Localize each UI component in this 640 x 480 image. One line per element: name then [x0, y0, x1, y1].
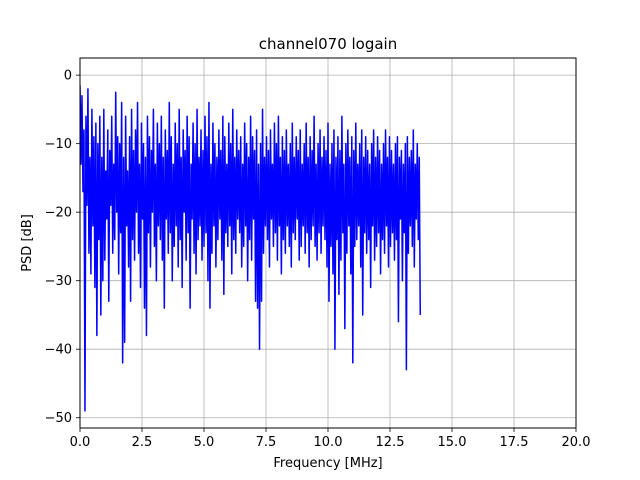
x-axis-title: Frequency [MHz] [273, 456, 382, 471]
y-tick-label: −30 [45, 274, 72, 289]
y-axis-title: PSD [dB] [20, 214, 35, 272]
series-line [80, 85, 422, 412]
y-tick-label: 0 [64, 69, 72, 84]
x-tick-label: 17.5 [500, 435, 529, 450]
x-tick-label: 15.0 [438, 435, 467, 450]
x-tick-label: 0.0 [70, 435, 91, 450]
plot-area [80, 85, 422, 412]
x-tick-label: 5.0 [194, 435, 215, 450]
y-tick-label: −10 [45, 137, 72, 152]
x-tick-label: 20.0 [562, 435, 591, 450]
x-axis: 0.0 2.5 5.0 7.5 10.0 12.5 15.0 17.5 20.0 [70, 428, 591, 450]
y-tick-label: −50 [45, 411, 72, 426]
x-tick-label: 2.5 [132, 435, 153, 450]
x-tick-label: 7.5 [256, 435, 277, 450]
y-tick-label: −40 [45, 343, 72, 358]
x-tick-label: 12.5 [376, 435, 405, 450]
chart-title: channel070 logain [259, 35, 398, 53]
y-axis: 0 −10 −20 −30 −40 −50 [45, 69, 80, 426]
x-tick-label: 10.0 [314, 435, 343, 450]
y-tick-label: −20 [45, 206, 72, 221]
